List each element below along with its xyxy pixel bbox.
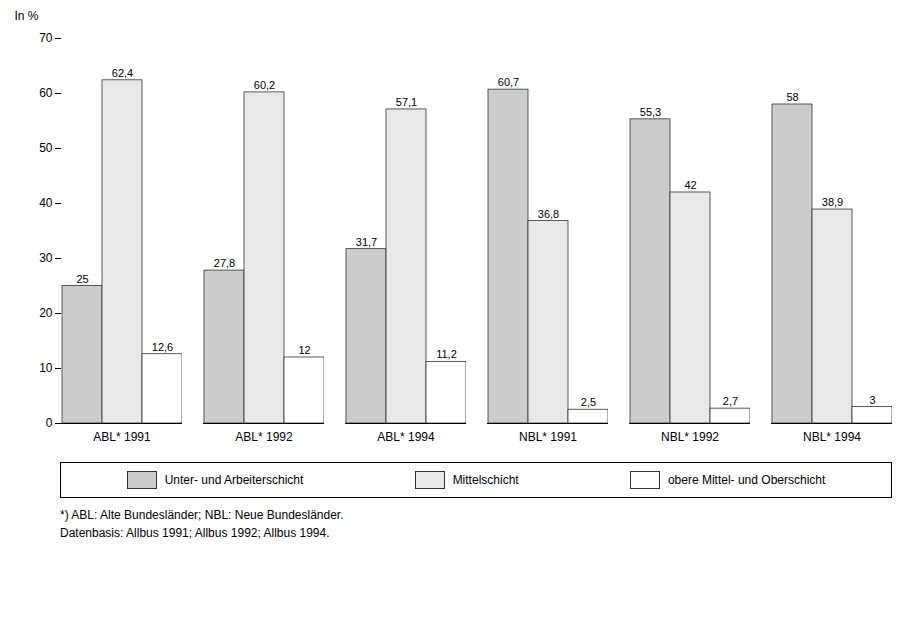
svg-text:60,7: 60,7 bbox=[498, 76, 519, 88]
html-text:Datenbasis: Allbus 1991; Allbu: Datenbasis: Allbus 1991; Allbus 1992; Al… bbox=[60, 526, 330, 540]
svg-text:12: 12 bbox=[298, 344, 310, 356]
svg-text:3: 3 bbox=[869, 394, 875, 406]
svg-text:10: 10 bbox=[39, 361, 53, 375]
svg-text:31,7: 31,7 bbox=[356, 236, 377, 248]
html-text:*) ABL: Alte Bundesländer; NBL: *) ABL: Alte Bundesländer; NBL: Neue Bun… bbox=[60, 508, 344, 522]
svg-text:50: 50 bbox=[39, 141, 53, 155]
svg-text:60: 60 bbox=[39, 86, 53, 100]
svg-text:0: 0 bbox=[46, 416, 53, 430]
svg-text:ABL* 1992: ABL* 1992 bbox=[235, 430, 293, 444]
svg-text:40: 40 bbox=[39, 196, 53, 210]
svg-text:25: 25 bbox=[76, 273, 88, 285]
svg-text:58: 58 bbox=[786, 91, 798, 103]
svg-text:ABL* 1991: ABL* 1991 bbox=[93, 430, 151, 444]
svg-text:NBL* 1991: NBL* 1991 bbox=[519, 430, 577, 444]
html-text:obere Mittel- und Oberschicht: obere Mittel- und Oberschicht bbox=[667, 473, 826, 487]
svg-text:20: 20 bbox=[39, 306, 53, 320]
svg-text:27,8: 27,8 bbox=[214, 257, 235, 269]
svg-text:30: 30 bbox=[39, 251, 53, 265]
svg-text:11,2: 11,2 bbox=[436, 348, 457, 360]
svg-text:55,3: 55,3 bbox=[640, 106, 661, 118]
svg-text:12,6: 12,6 bbox=[152, 341, 173, 353]
svg-text:ABL* 1994: ABL* 1994 bbox=[377, 430, 435, 444]
svg-text:2,7: 2,7 bbox=[723, 395, 738, 407]
svg-text:NBL* 1994: NBL* 1994 bbox=[803, 430, 861, 444]
svg-text:38,9: 38,9 bbox=[822, 196, 843, 208]
svg-text:42: 42 bbox=[684, 179, 696, 191]
html-text:Unter- und Arbeiterschicht: Unter- und Arbeiterschicht bbox=[164, 473, 304, 487]
svg-text:36,8: 36,8 bbox=[538, 208, 559, 220]
svg-text:62,4: 62,4 bbox=[112, 67, 133, 79]
svg-text:2,5: 2,5 bbox=[581, 396, 596, 408]
svg-text:NBL* 1992: NBL* 1992 bbox=[661, 430, 719, 444]
svg-text:In %: In % bbox=[15, 9, 39, 23]
svg-text:70: 70 bbox=[39, 31, 53, 45]
html-text:Mittelschicht: Mittelschicht bbox=[452, 473, 519, 487]
svg-text:57,1: 57,1 bbox=[396, 96, 417, 108]
svg-text:60,2: 60,2 bbox=[254, 79, 275, 91]
